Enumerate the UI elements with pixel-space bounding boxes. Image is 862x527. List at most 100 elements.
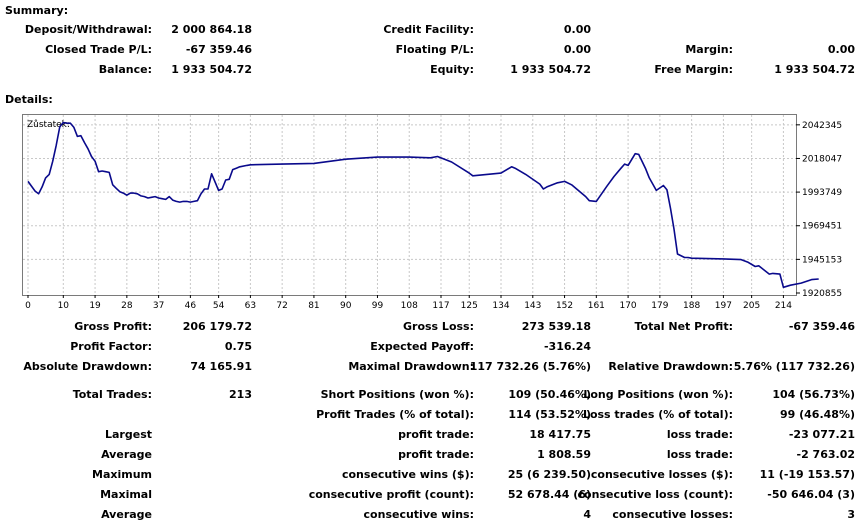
chart-title: Zůstatek: xyxy=(27,119,70,130)
stat-label: consecutive wins ($): xyxy=(341,468,474,481)
stat-value: -2 763.02 xyxy=(796,448,856,461)
stat-label: consecutive losses ($): xyxy=(590,468,733,481)
stat-value: 5.76% (117 732.26) xyxy=(733,360,855,373)
balance-series-line xyxy=(27,121,819,289)
summary-value: 2 000 864.18 xyxy=(171,23,252,36)
x-tick-label: 214 xyxy=(775,301,792,311)
stat-value: 213 xyxy=(229,388,252,401)
stat-label: profit trade: xyxy=(398,428,474,441)
stat-value: 117 732.26 (5.76%) xyxy=(469,360,591,373)
summary-value: 0.00 xyxy=(827,43,855,56)
y-tick-label: 2018047 xyxy=(802,154,842,164)
stat-label: Maximum xyxy=(92,468,152,481)
x-tick-label: 152 xyxy=(556,301,573,311)
summary-value: 1 933 504.72 xyxy=(171,63,252,76)
summary-value: 1 933 504.72 xyxy=(510,63,591,76)
summary-value: 0.00 xyxy=(563,43,591,56)
balance-chart-svg: 2042345 2018047 1993749 1969451 1945153 19208… xyxy=(23,115,842,311)
stat-label: loss trade: xyxy=(666,428,733,441)
stat-label: Total Net Profit: xyxy=(634,320,734,333)
x-tick-label: 54 xyxy=(213,301,225,311)
summary-value: 0.00 xyxy=(563,23,591,36)
summary-label: Deposit/Withdrawal: xyxy=(24,23,152,36)
x-tick-label: 37 xyxy=(153,301,164,311)
stat-value: 206 179.72 xyxy=(182,320,252,333)
stat-value: -23 077.21 xyxy=(788,428,855,441)
stat-value: 74 165.91 xyxy=(190,360,252,373)
stat-value: 52 678.44 (6) xyxy=(507,488,591,501)
summary-heading: Summary: xyxy=(5,4,69,17)
stat-value: 99 (46.48%) xyxy=(779,408,855,421)
x-tick-label: 179 xyxy=(651,301,668,311)
summary-label: Closed Trade P/L: xyxy=(45,43,152,56)
stat-value: 11 (-19 153.57) xyxy=(759,468,855,481)
stat-label: consecutive losses: xyxy=(612,508,733,521)
stat-value: 18 417.75 xyxy=(529,428,591,441)
x-tick-label: 46 xyxy=(185,301,197,311)
stat-label: Maximal Drawdown: xyxy=(348,360,474,373)
stat-label: Average xyxy=(101,448,152,461)
x-tick-label: 161 xyxy=(588,301,605,311)
summary-value: 1 933 504.72 xyxy=(774,63,855,76)
x-tick-label: 90 xyxy=(340,301,352,311)
stat-value: 1 808.59 xyxy=(537,448,591,461)
stat-label: Expected Payoff: xyxy=(370,340,474,353)
x-tick-label: 28 xyxy=(121,301,133,311)
stat-value: -67 359.46 xyxy=(788,320,855,333)
stat-value: -316.24 xyxy=(543,340,591,353)
x-tick-label: 63 xyxy=(245,301,256,311)
x-tick-label: 197 xyxy=(715,301,732,311)
stat-label: Absolute Drawdown: xyxy=(23,360,152,373)
y-tick-label: 1969451 xyxy=(802,222,842,232)
x-tick-label: 108 xyxy=(401,301,418,311)
stat-value: 114 (53.52%) xyxy=(508,408,591,421)
x-tick-label: 99 xyxy=(372,301,384,311)
stat-label: Maximal xyxy=(100,488,152,501)
x-tick-label: 72 xyxy=(276,301,287,311)
summary-label: Equity: xyxy=(430,63,474,76)
summary-label: Free Margin: xyxy=(654,63,733,76)
stat-label: Profit Factor: xyxy=(70,340,152,353)
summary-value: -67 359.46 xyxy=(185,43,252,56)
stat-value: 109 (50.46%) xyxy=(508,388,591,401)
summary-label: Margin: xyxy=(685,43,733,56)
x-tick-label: 0 xyxy=(25,301,31,311)
summary-label: Balance: xyxy=(98,63,152,76)
stat-label: Loss trades (% of total): xyxy=(582,408,733,421)
details-heading: Details: xyxy=(5,93,53,106)
stat-label: Total Trades: xyxy=(72,388,152,401)
x-tick-label: 117 xyxy=(432,301,449,311)
stat-value: 104 (56.73%) xyxy=(772,388,855,401)
stat-label: Largest xyxy=(105,428,152,441)
stat-label: consecutive wins: xyxy=(363,508,474,521)
y-tick-label: 1993749 xyxy=(802,188,842,198)
stat-value: 4 xyxy=(583,508,591,521)
x-tick-label: 125 xyxy=(461,301,478,311)
x-tick-label: 81 xyxy=(308,301,319,311)
x-tick-label: 10 xyxy=(58,301,70,311)
stat-value: -50 646.04 (3) xyxy=(767,488,855,501)
summary-label: Floating P/L: xyxy=(395,43,474,56)
stat-label: loss trade: xyxy=(666,448,733,461)
y-tick-label: 1920855 xyxy=(802,289,842,299)
stat-label: Relative Drawdown: xyxy=(608,360,733,373)
stat-label: Profit Trades (% of total): xyxy=(316,408,474,421)
x-tick-label: 170 xyxy=(619,301,636,311)
stat-value: 273 539.18 xyxy=(521,320,591,333)
stat-label: Average xyxy=(101,508,152,521)
x-tick-label: 188 xyxy=(683,301,700,311)
x-tick-label: 134 xyxy=(492,301,509,311)
x-tick-label: 19 xyxy=(89,301,101,311)
x-tick-label: 143 xyxy=(524,301,541,311)
stat-label: profit trade: xyxy=(398,448,474,461)
stat-label: Gross Loss: xyxy=(403,320,474,333)
stat-label: Gross Profit: xyxy=(74,320,152,333)
stat-label: consecutive loss (count): xyxy=(577,488,733,501)
balance-chart: 2042345 2018047 1993749 1969451 1945153 19208… xyxy=(22,114,842,311)
summary-label: Credit Facility: xyxy=(383,23,474,36)
stat-value: 3 xyxy=(847,508,855,521)
stat-value: 0.75 xyxy=(224,340,252,353)
x-tick-label: 205 xyxy=(743,301,760,311)
y-tick-label: 2042345 xyxy=(802,121,842,131)
stat-label: consecutive profit (count): xyxy=(308,488,474,501)
